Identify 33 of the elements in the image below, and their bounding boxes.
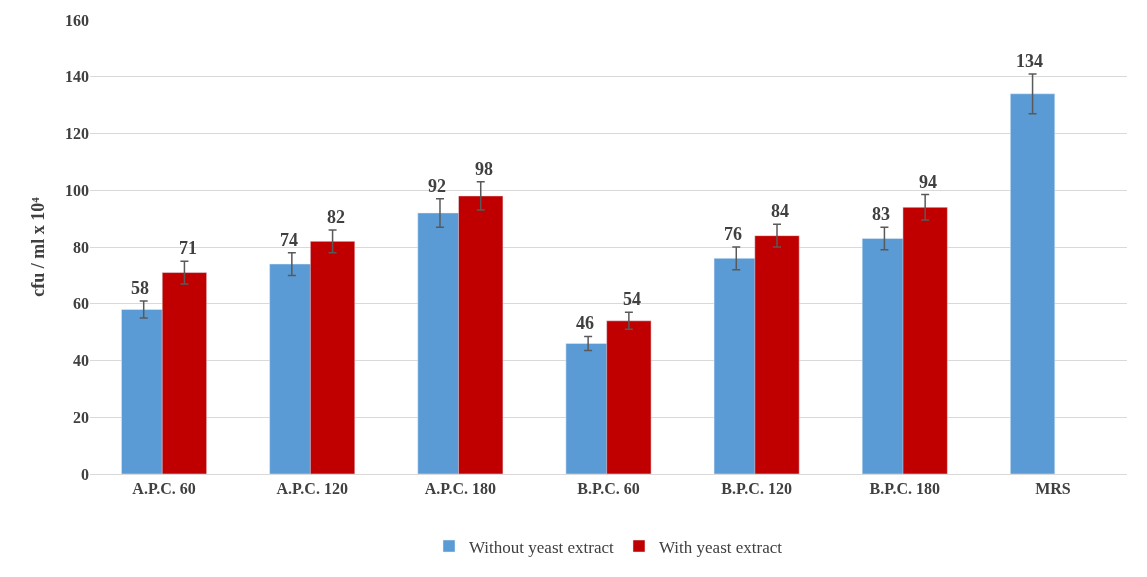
y-tick-label: 0 [81,465,89,483]
x-tick-label: B.P.C. 60 [577,480,640,498]
data-label: 94 [919,172,937,192]
y-tick-label: 140 [65,68,89,86]
legend-label: With yeast extract [658,537,783,557]
x-tick-label: A.P.C. 60 [132,480,196,498]
data-label: 84 [771,201,789,221]
y-tick-label: 40 [73,352,89,370]
x-tick-label: A.P.C. 180 [424,480,497,498]
x-tick-label: B.P.C. 180 [869,480,941,498]
x-tick-label: B.P.C. 120 [721,480,792,498]
y-tick-label: 20 [73,408,89,426]
data-label: 83 [872,204,890,224]
data-label: 134 [1016,51,1043,71]
y-tick-label: 120 [65,125,89,143]
data-label: 76 [724,224,742,244]
data-label: 71 [179,238,197,258]
y-tick-label: 100 [65,181,89,199]
x-tick-label: A.P.C. 120 [276,480,348,498]
data-label: 74 [280,230,298,250]
y-tick-label: 160 [65,11,89,29]
data-label: 82 [327,207,345,227]
x-tick-label: MRS [1035,480,1071,498]
legend-label: Without yeast extract [469,537,614,557]
data-label: 58 [131,278,149,298]
data-label: 54 [623,289,641,309]
bar [1010,93,1056,474]
y-axis-title: cfu / ml x 10⁴ [28,196,49,297]
y-tick-label: 80 [73,238,89,256]
data-label: 46 [576,313,594,333]
y-tick-label: 60 [73,295,89,313]
data-label: 98 [475,159,493,179]
data-label: 92 [428,176,446,196]
